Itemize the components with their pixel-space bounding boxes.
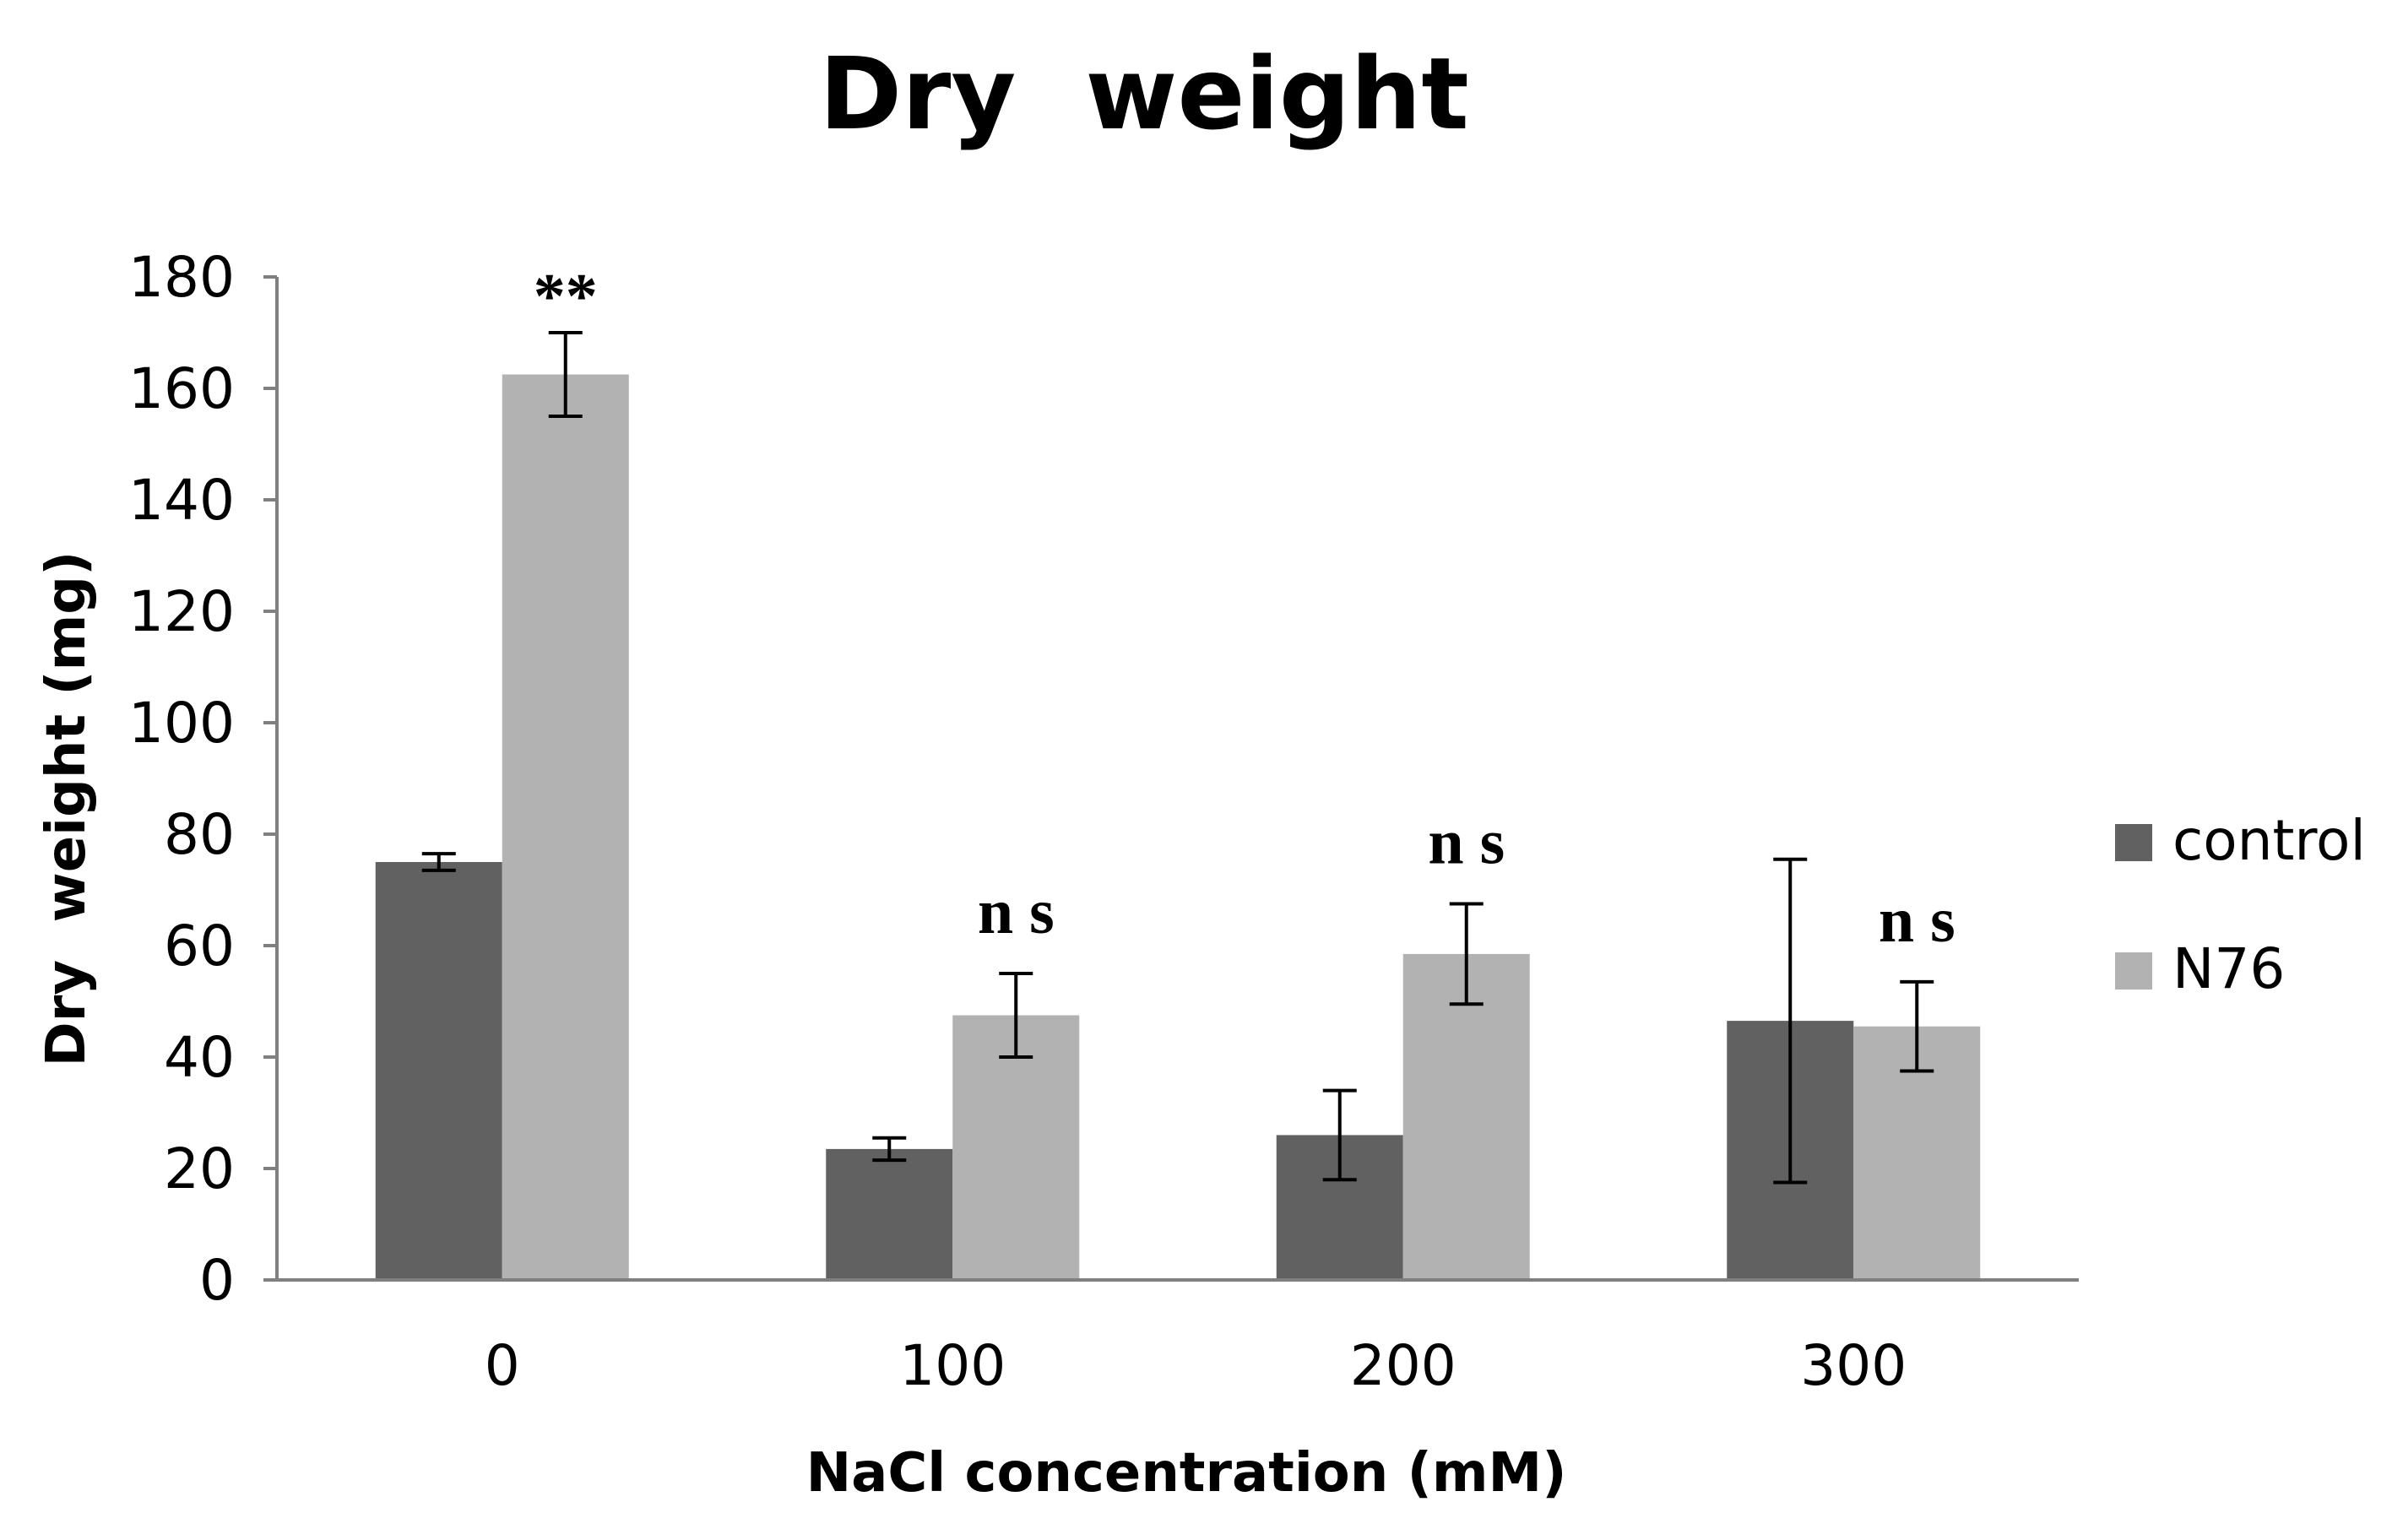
bar-n76-200 [1402, 953, 1530, 1280]
significance-label-300: n s [1879, 885, 1955, 956]
significance-label-200: n s [1428, 807, 1505, 878]
bar-control-100 [826, 1148, 953, 1280]
bar-control-0 [375, 862, 502, 1280]
y-axis-label: Dry weight (mg) [35, 551, 98, 1067]
legend-label-n76: N76 [2172, 936, 2285, 1001]
significance-label-100: n s [978, 876, 1055, 947]
error-bars [421, 331, 1934, 1185]
y-tick-label: 0 [199, 1248, 235, 1313]
legend: control N76 [2115, 808, 2366, 1001]
y-tick-label: 140 [128, 468, 235, 533]
bar-n76-0 [502, 374, 629, 1280]
y-tick-label: 60 [164, 914, 235, 979]
x-axis-ticks: 0 100 200 300 [485, 1333, 1907, 1398]
bars [375, 374, 1981, 1280]
legend-swatch-control [2115, 824, 2152, 861]
significance-annotations: ** n s n s n s [534, 261, 1955, 956]
y-tick-label: 20 [164, 1136, 235, 1201]
y-tick-label: 100 [128, 691, 235, 756]
y-axis-ticks: 0 20 40 60 80 100 120 140 160 180 [128, 245, 277, 1313]
significance-label-0: ** [534, 261, 598, 332]
bar-n76-100 [952, 1015, 1080, 1280]
chart-title: Dry weight [819, 35, 1469, 152]
x-tick-label: 300 [1800, 1333, 1907, 1398]
x-tick-label: 0 [485, 1333, 520, 1398]
y-tick-label: 120 [128, 579, 235, 644]
y-tick-label: 180 [128, 245, 235, 310]
x-axis-label: NaCl concentration (mM) [806, 1442, 1567, 1505]
y-tick-label: 160 [128, 356, 235, 421]
legend-label-control: control [2172, 808, 2366, 873]
x-tick-label: 100 [899, 1333, 1006, 1398]
y-tick-label: 80 [164, 802, 235, 867]
y-tick-label: 40 [164, 1025, 235, 1090]
legend-swatch-n76 [2115, 952, 2152, 990]
x-tick-label: 200 [1350, 1333, 1456, 1398]
